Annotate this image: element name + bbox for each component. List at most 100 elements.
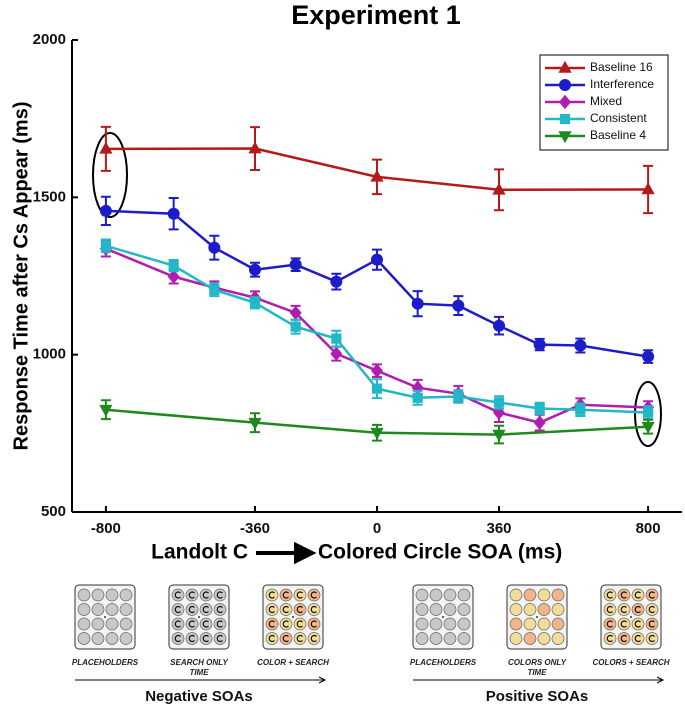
stimulus-circle (265, 632, 279, 645)
landolt-c (188, 605, 195, 614)
stimulus-circle (603, 588, 617, 602)
landolt-c (296, 591, 303, 599)
stimulus-circle (523, 603, 537, 616)
landolt-c (188, 620, 195, 628)
landolt-c (216, 591, 223, 599)
stimulus-circle (213, 632, 227, 645)
stimulus-circle (91, 603, 105, 616)
stimulus-circle (91, 632, 105, 645)
stimulus-circle (105, 603, 119, 616)
fixation (442, 616, 444, 618)
data-point (331, 333, 342, 344)
stimulus-circle (415, 632, 429, 645)
data-point (453, 391, 464, 402)
data-point (371, 383, 383, 394)
x-tick-label: -360 (240, 520, 270, 537)
stimulus-circle (185, 588, 199, 602)
x-tick-label: 800 (636, 520, 661, 537)
stimulus-circle (307, 603, 321, 616)
landolt-c (634, 634, 641, 643)
panel-caption: COLORS ONLY (508, 658, 567, 667)
data-point (249, 297, 261, 308)
stimulus-circle (551, 603, 565, 616)
panel-caption: COLORS + SEARCH (592, 658, 669, 667)
stimulus-circle (429, 617, 443, 631)
panel-group-label: Negative SOAs (145, 688, 253, 705)
landolt-c (634, 620, 641, 628)
data-point (99, 204, 112, 217)
stimulus-circle (265, 588, 279, 602)
stimulus-circle (77, 632, 91, 645)
stimulus-circle (603, 632, 617, 645)
landolt-c (310, 620, 317, 628)
x-tick-label: -800 (91, 520, 121, 537)
landolt-c (634, 605, 641, 614)
stimulus-circle (551, 588, 565, 602)
stimulus-circle (91, 588, 105, 602)
stimulus-circle (617, 603, 631, 616)
time-arrow (413, 676, 665, 684)
landolt-c (202, 591, 209, 599)
data-point (167, 207, 180, 220)
stimulus-circle (631, 588, 645, 602)
stimulus-circle (443, 603, 457, 616)
data-point (533, 415, 546, 430)
stimulus-circle (265, 603, 279, 616)
data-point (411, 297, 424, 310)
landolt-c (202, 634, 209, 643)
landolt-c (188, 591, 195, 599)
stimulus-circle (509, 632, 523, 645)
stimulus-circle (429, 603, 443, 616)
landolt-c (648, 591, 655, 599)
stimulus-circle (645, 588, 659, 602)
data-point (370, 169, 384, 182)
landolt-c (188, 634, 195, 643)
stimulus-circle (119, 588, 133, 602)
landolt-c (620, 605, 627, 614)
stimulus-circle (105, 632, 119, 645)
data-point (248, 417, 262, 430)
stimulus-circle (429, 588, 443, 602)
series-line (105, 209, 649, 358)
stimulus-circle (185, 632, 199, 645)
stimulus-circle (457, 588, 471, 602)
x-label-arrow (256, 541, 317, 565)
data-point (248, 141, 262, 154)
data-point (493, 397, 505, 408)
stimulus-circle (265, 617, 279, 631)
stimulus-circle (185, 603, 199, 616)
data-point (371, 253, 383, 266)
data-point (209, 284, 220, 295)
landolt-c (174, 620, 181, 628)
legend-marker (558, 131, 572, 144)
stimulus-circle (509, 617, 523, 631)
x-tick-label: 0 (373, 520, 381, 537)
stimulus-circle (293, 617, 307, 631)
stimulus-circle (523, 588, 537, 602)
data-point (641, 421, 655, 434)
stimulus-circle (199, 603, 213, 616)
stimulus-circle (631, 617, 645, 631)
x-axis-label: Colored Circle SOA (ms) (318, 541, 562, 564)
stimulus-circle (293, 603, 307, 616)
stimulus-circle (457, 617, 471, 631)
landolt-c (606, 620, 613, 628)
data-point (575, 404, 586, 415)
stimulus-circle (119, 632, 133, 645)
landolt-c (310, 605, 317, 614)
data-point (641, 182, 655, 195)
stimulus-circle (617, 588, 631, 602)
stimulus-circle (171, 588, 185, 602)
data-point (370, 427, 384, 440)
y-tick-label: 1500 (33, 188, 66, 205)
landolt-c (296, 605, 303, 614)
stimulus-circle (105, 617, 119, 631)
stimulus-circle (415, 588, 429, 602)
chart-title: Experiment 1 (291, 0, 461, 30)
landolt-c (216, 605, 223, 614)
data-point (249, 263, 261, 276)
stimulus-circle (415, 603, 429, 616)
landolt-c (606, 605, 613, 614)
highlight-ellipse (634, 381, 662, 447)
fixation (536, 616, 538, 618)
